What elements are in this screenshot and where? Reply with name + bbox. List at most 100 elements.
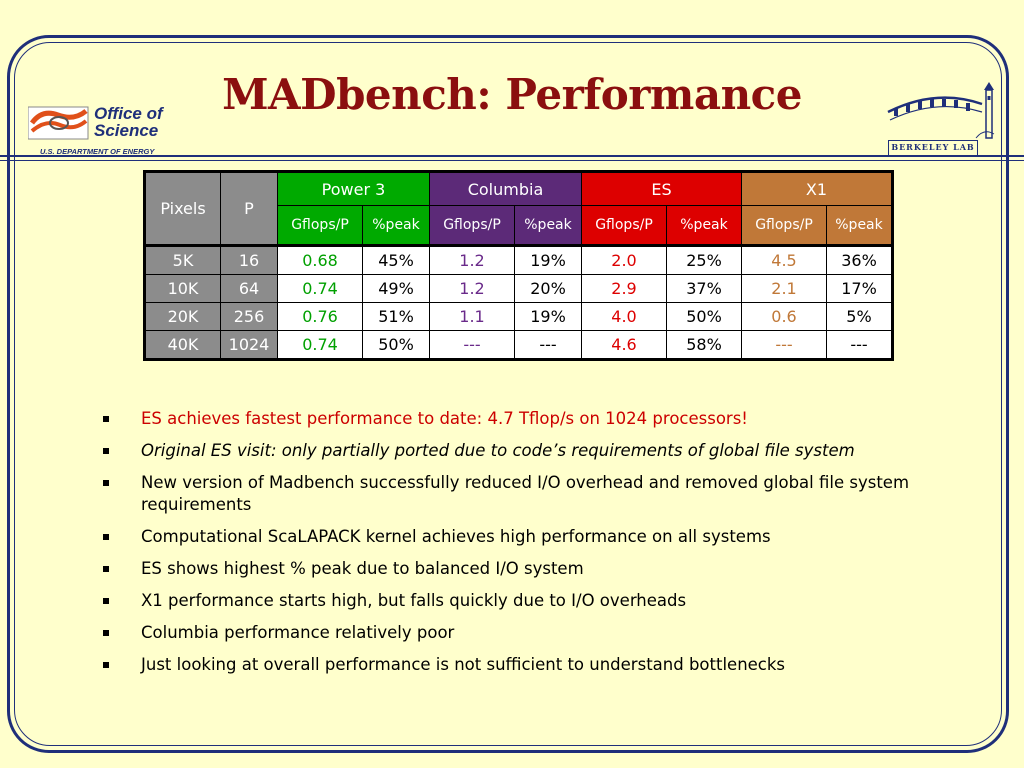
- bullet-item: ES achieves fastest performance to date:…: [100, 408, 980, 430]
- cell-columbia-gflops: 1.2: [429, 274, 515, 303]
- header-divider: [0, 155, 1024, 157]
- bullet-item: ES shows highest % peak due to balanced …: [100, 558, 980, 580]
- bullet-list: ES achieves fastest performance to date:…: [100, 408, 980, 686]
- cell-p: 1024: [220, 330, 278, 360]
- table-header-row: Pixels P Power 3 Columbia ES X1: [144, 171, 893, 246]
- bullet-item: Columbia performance relatively poor: [100, 622, 980, 644]
- header-columbia: Columbia: [429, 171, 582, 206]
- cell-x1-peak: ---: [826, 330, 893, 360]
- cell-columbia-peak: 20%: [514, 274, 582, 303]
- cell-es-peak: 25%: [666, 245, 742, 275]
- cell-p: 256: [220, 302, 278, 331]
- header-es: ES: [581, 171, 742, 206]
- logo-department-text: U.S. DEPARTMENT OF ENERGY: [40, 147, 155, 156]
- slide-title: MADbench: Performance: [222, 70, 802, 119]
- logo-line-2: Science: [94, 121, 159, 140]
- bullet-text: Columbia performance relatively poor: [141, 623, 455, 642]
- cell-columbia-gflops: 1.2: [429, 245, 515, 275]
- bullet-text: New version of Madbench successfully red…: [141, 473, 910, 514]
- header-power3: Power 3: [277, 171, 430, 206]
- berkeley-lab-label: BERKELEY LAB: [888, 140, 978, 156]
- berkeley-lab-logo: BERKELEY LAB: [886, 82, 1004, 158]
- table-row: 40K 1024 0.74 50% --- --- 4.6 58% --- --…: [144, 330, 893, 360]
- bullet-square-icon: [103, 566, 109, 572]
- cell-pixels: 10K: [144, 274, 221, 303]
- cell-p: 16: [220, 245, 278, 275]
- header-pixels: Pixels: [144, 171, 221, 246]
- slide-frame-outer: [7, 35, 1009, 753]
- subheader-gflops: Gflops/P: [277, 205, 363, 246]
- cell-power3-peak: 51%: [362, 302, 430, 331]
- bullet-square-icon: [103, 448, 109, 454]
- doe-emblem-icon: [28, 106, 89, 140]
- cell-x1-gflops: ---: [741, 330, 827, 360]
- subheader-peak: %peak: [514, 205, 582, 246]
- table-subheader-row: Gflops/P %peak Gflops/P %peak Gflops/P %…: [144, 205, 893, 246]
- bullet-square-icon: [103, 534, 109, 540]
- bullet-square-icon: [103, 598, 109, 604]
- bullet-text: Computational ScaLAPACK kernel achieves …: [141, 527, 771, 546]
- subheader-peak: %peak: [666, 205, 742, 246]
- slide-frame-inner: [14, 42, 1002, 746]
- bullet-text: ES achieves fastest performance to date:…: [141, 409, 748, 428]
- subheader-gflops: Gflops/P: [581, 205, 667, 246]
- cell-x1-peak: 5%: [826, 302, 893, 331]
- subheader-peak: %peak: [826, 205, 893, 246]
- logo-line-1: Office of: [94, 104, 163, 123]
- office-of-science-logo: Office of Science U.S. DEPARTMENT OF ENE…: [28, 105, 188, 157]
- subheader-gflops: Gflops/P: [429, 205, 515, 246]
- cell-es-gflops: 4.6: [581, 330, 667, 360]
- cell-columbia-peak: 19%: [514, 302, 582, 331]
- performance-table: Pixels P Power 3 Columbia ES X1 Gflops/P…: [143, 170, 894, 361]
- cell-columbia-gflops: 1.1: [429, 302, 515, 331]
- cell-es-gflops: 2.9: [581, 274, 667, 303]
- cell-power3-peak: 45%: [362, 245, 430, 275]
- header-divider-thin: [0, 160, 1024, 161]
- cell-es-peak: 58%: [666, 330, 742, 360]
- cell-power3-gflops: 0.76: [277, 302, 363, 331]
- bullet-text: X1 performance starts high, but falls qu…: [141, 591, 687, 610]
- subheader-peak: %peak: [362, 205, 430, 246]
- cell-power3-gflops: 0.74: [277, 274, 363, 303]
- cell-columbia-peak: ---: [514, 330, 582, 360]
- cell-x1-gflops: 0.6: [741, 302, 827, 331]
- subheader-gflops: Gflops/P: [741, 205, 827, 246]
- bullet-text: ES shows highest % peak due to balanced …: [141, 559, 584, 578]
- cell-p: 64: [220, 274, 278, 303]
- cell-columbia-peak: 19%: [514, 245, 582, 275]
- cell-power3-gflops: 0.68: [277, 245, 363, 275]
- cell-x1-peak: 17%: [826, 274, 893, 303]
- bullet-square-icon: [103, 480, 109, 486]
- bullet-square-icon: [103, 630, 109, 636]
- cell-x1-gflops: 4.5: [741, 245, 827, 275]
- cell-pixels: 20K: [144, 302, 221, 331]
- table-row: 5K 16 0.68 45% 1.2 19% 2.0 25% 4.5 36%: [144, 245, 893, 275]
- bullet-item: Original ES visit: only partially ported…: [100, 440, 980, 462]
- cell-es-peak: 50%: [666, 302, 742, 331]
- cell-columbia-gflops: ---: [429, 330, 515, 360]
- header-p: P: [220, 171, 278, 246]
- cell-power3-peak: 49%: [362, 274, 430, 303]
- cell-es-gflops: 2.0: [581, 245, 667, 275]
- cell-es-gflops: 4.0: [581, 302, 667, 331]
- bullet-square-icon: [103, 662, 109, 668]
- bullet-item: X1 performance starts high, but falls qu…: [100, 590, 980, 612]
- table-row: 20K 256 0.76 51% 1.1 19% 4.0 50% 0.6 5%: [144, 302, 893, 331]
- cell-power3-gflops: 0.74: [277, 330, 363, 360]
- cell-es-peak: 37%: [666, 274, 742, 303]
- bullet-item: New version of Madbench successfully red…: [100, 472, 980, 516]
- bullet-square-icon: [103, 416, 109, 422]
- berkeley-building-icon: [887, 82, 995, 139]
- bullet-item: Computational ScaLAPACK kernel achieves …: [100, 526, 980, 548]
- cell-power3-peak: 50%: [362, 330, 430, 360]
- table-row: 10K 64 0.74 49% 1.2 20% 2.9 37% 2.1 17%: [144, 274, 893, 303]
- cell-pixels: 40K: [144, 330, 221, 360]
- bullet-text: Original ES visit: only partially ported…: [141, 441, 855, 460]
- bullet-item: Just looking at overall performance is n…: [100, 654, 980, 676]
- bullet-text: Just looking at overall performance is n…: [141, 655, 786, 674]
- cell-x1-peak: 36%: [826, 245, 893, 275]
- header-x1: X1: [741, 171, 893, 206]
- office-of-science-text: Office of Science: [94, 105, 163, 139]
- cell-pixels: 5K: [144, 245, 221, 275]
- cell-x1-gflops: 2.1: [741, 274, 827, 303]
